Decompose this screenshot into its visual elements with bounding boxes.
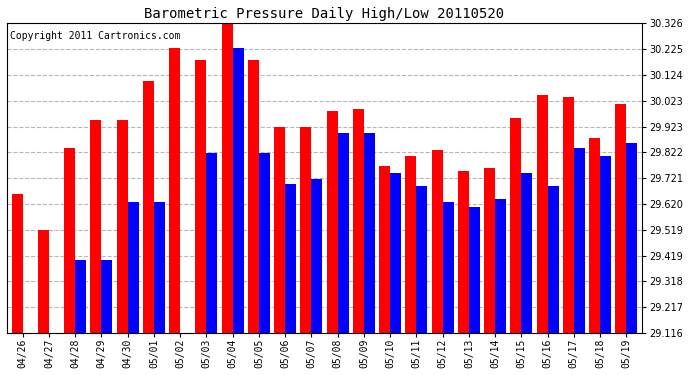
Bar <box>379 166 390 333</box>
Bar <box>311 178 322 333</box>
Bar <box>337 132 348 333</box>
Bar <box>390 174 401 333</box>
Bar <box>443 202 453 333</box>
Bar <box>143 81 154 333</box>
Bar <box>274 128 285 333</box>
Bar <box>416 186 427 333</box>
Bar <box>432 150 443 333</box>
Bar <box>600 156 611 333</box>
Bar <box>574 148 585 333</box>
Bar <box>90 120 101 333</box>
Bar <box>248 60 259 333</box>
Bar <box>64 148 75 333</box>
Bar <box>589 138 600 333</box>
Bar <box>285 184 296 333</box>
Bar <box>154 202 165 333</box>
Bar <box>206 153 217 333</box>
Text: Copyright 2011 Cartronics.com: Copyright 2011 Cartronics.com <box>10 31 181 41</box>
Bar <box>101 261 112 333</box>
Bar <box>627 143 638 333</box>
Bar <box>195 60 206 333</box>
Bar <box>300 128 311 333</box>
Bar <box>537 95 548 333</box>
Bar <box>233 48 244 333</box>
Bar <box>128 202 139 333</box>
Bar <box>353 110 364 333</box>
Bar <box>469 207 480 333</box>
Bar <box>563 97 574 333</box>
Bar <box>221 15 233 333</box>
Bar <box>405 156 416 333</box>
Bar <box>615 104 627 333</box>
Bar <box>511 118 522 333</box>
Bar <box>12 194 23 333</box>
Bar <box>326 111 337 333</box>
Bar <box>548 186 559 333</box>
Bar <box>484 168 495 333</box>
Bar <box>259 153 270 333</box>
Bar <box>495 199 506 333</box>
Bar <box>38 230 49 333</box>
Bar <box>75 261 86 333</box>
Bar <box>458 171 469 333</box>
Bar <box>364 132 375 333</box>
Title: Barometric Pressure Daily High/Low 20110520: Barometric Pressure Daily High/Low 20110… <box>144 7 504 21</box>
Bar <box>169 48 180 333</box>
Bar <box>522 174 533 333</box>
Bar <box>117 120 128 333</box>
